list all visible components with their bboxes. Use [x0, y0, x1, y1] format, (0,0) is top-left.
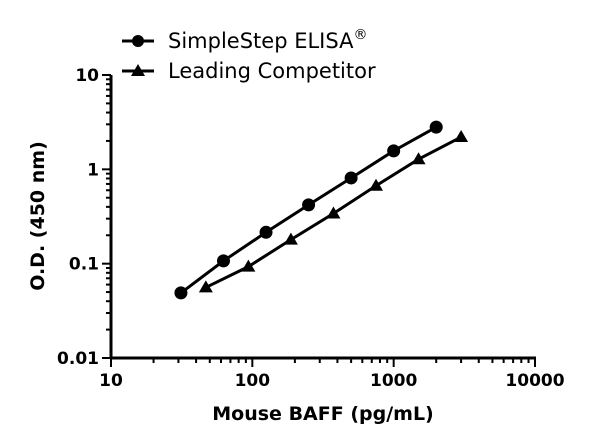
y-tick-label: 1: [87, 160, 99, 180]
x-tick-label: 100: [235, 371, 271, 391]
data-point-triangle: [411, 152, 426, 165]
axes: 10 100 1000 10000 0.01 0.1 1 10: [57, 66, 565, 391]
legend-label-simplestep: SimpleStep ELISA®: [168, 27, 367, 53]
data-point-circle: [302, 198, 316, 212]
y-tick-label: 0.01: [57, 349, 99, 369]
legend-label-competitor: Leading Competitor: [168, 59, 376, 83]
data-point-circle: [429, 120, 443, 134]
legend: SimpleStep ELISA® Leading Competitor: [122, 27, 376, 83]
plot-area: [174, 120, 469, 300]
data-point-triangle: [454, 130, 469, 143]
x-tick-label: 1000: [370, 371, 417, 391]
data-point-circle: [174, 286, 188, 300]
data-point-circle: [216, 254, 230, 268]
legend-marker-circle: [132, 35, 144, 47]
data-point-triangle: [198, 280, 213, 293]
data-point-triangle: [283, 232, 298, 245]
data-point-circle: [259, 225, 273, 239]
y-tick-label: 0.1: [69, 255, 99, 275]
data-point-circle: [344, 171, 358, 185]
data-point-circle: [387, 144, 401, 158]
x-tick-label: 10000: [505, 371, 564, 391]
y-tick-label: 10: [75, 66, 99, 86]
x-axis-label: Mouse BAFF (pg/mL): [212, 403, 433, 425]
data-point-triangle: [326, 206, 341, 219]
data-point-triangle: [241, 259, 256, 272]
y-axis-label: O.D. (450 nm): [27, 141, 49, 291]
x-tick-label: 10: [99, 371, 123, 391]
data-point-triangle: [369, 178, 384, 191]
legend-marker-triangle: [131, 64, 145, 76]
